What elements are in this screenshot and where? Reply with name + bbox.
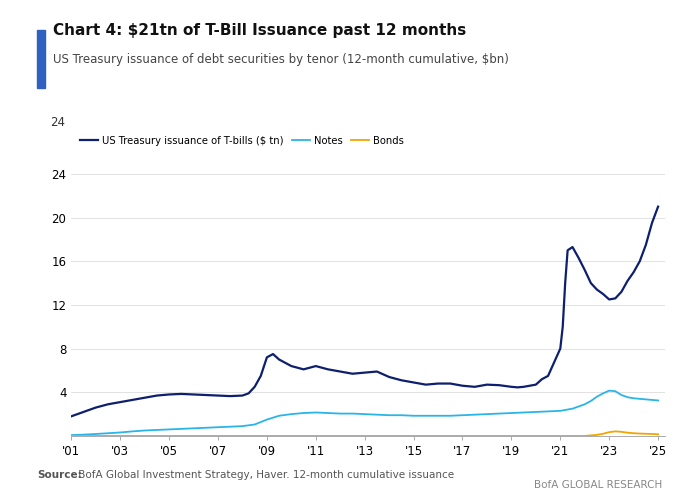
Text: Chart 4: $21tn of T-Bill Issuance past 12 months: Chart 4: $21tn of T-Bill Issuance past 1… <box>53 23 466 38</box>
Text: BofA Global Investment Strategy, Haver. 12-month cumulative issuance: BofA Global Investment Strategy, Haver. … <box>75 470 454 480</box>
Text: 24: 24 <box>50 116 65 129</box>
Legend: US Treasury issuance of T-bills ($ tn), Notes, Bonds: US Treasury issuance of T-bills ($ tn), … <box>76 132 407 150</box>
Text: US Treasury issuance of debt securities by tenor (12-month cumulative, $bn): US Treasury issuance of debt securities … <box>53 53 509 66</box>
Text: Source:: Source: <box>37 470 82 480</box>
Text: BofA GLOBAL RESEARCH: BofA GLOBAL RESEARCH <box>534 480 662 490</box>
